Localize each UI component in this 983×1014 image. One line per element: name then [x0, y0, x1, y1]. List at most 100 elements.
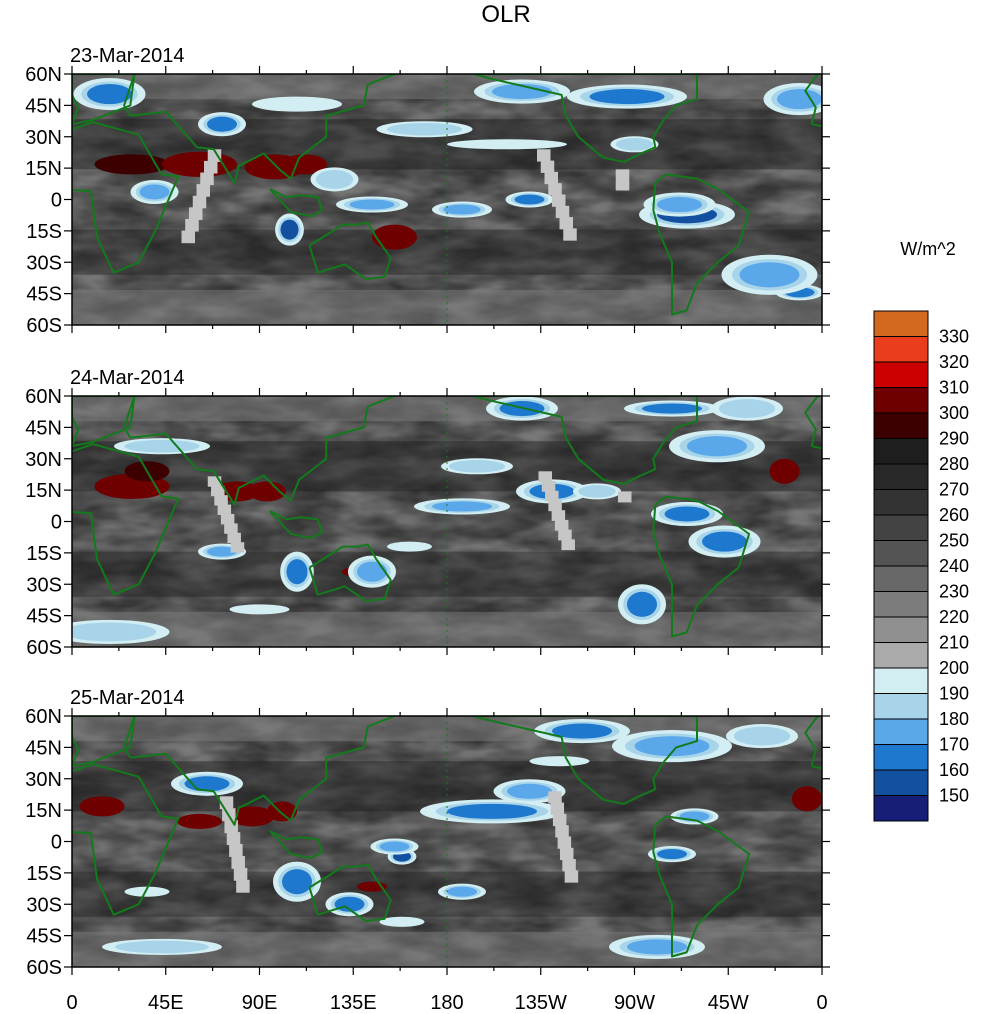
olr-contour — [139, 184, 170, 200]
coastline — [123, 74, 398, 184]
latitude-label: 15N — [25, 158, 62, 180]
olr-contour — [589, 89, 665, 105]
colorbar-label: 290 — [939, 429, 969, 449]
longitude-label: 180 — [430, 992, 463, 1014]
missing-data — [544, 171, 558, 185]
colorbar-units-label: W/m^2 — [900, 239, 955, 259]
olr-contour — [229, 604, 290, 615]
coastline — [123, 716, 398, 826]
longitude-labels: 0 45E 90E 135E 180 135W 90W 45W 0 — [66, 992, 827, 1014]
colorbar-swatch — [873, 667, 929, 694]
missing-data — [207, 149, 222, 162]
colorbar-label: 250 — [939, 531, 969, 551]
coastline — [72, 121, 180, 274]
coastline — [473, 716, 698, 805]
latitude-label: 30S — [26, 894, 62, 916]
map-panel: 60N 45N 30N 15N 0 15S 30S 45S 60S 25-Mar-2014 — [25, 687, 830, 979]
missing-data — [227, 532, 241, 544]
olr-contour — [514, 194, 545, 205]
olr-contour — [394, 124, 455, 135]
missing-data — [555, 205, 570, 219]
olr-contour — [379, 841, 410, 852]
latitude-label: 45S — [26, 606, 62, 628]
missing-data — [189, 207, 203, 220]
colorbar-label: 190 — [939, 684, 969, 704]
colorbar-label: 320 — [939, 352, 969, 372]
olr-contour — [319, 171, 350, 187]
missing-data — [181, 230, 195, 244]
colorbar-label: 170 — [939, 735, 969, 755]
olr-contour — [627, 591, 657, 617]
missing-data — [618, 495, 632, 498]
colorbar-swatch — [873, 463, 929, 490]
colorbar-label: 230 — [939, 582, 969, 602]
missing-data — [618, 498, 632, 502]
missing-data — [200, 172, 214, 186]
longitude-label: 90E — [242, 992, 278, 1014]
coastline — [308, 221, 392, 280]
colorbar-label: 270 — [939, 480, 969, 500]
olr-contour — [724, 401, 770, 417]
olr-band — [72, 611, 822, 647]
longitude-label: 45W — [708, 992, 749, 1014]
colorbar-swatch — [873, 514, 929, 541]
coastline — [269, 510, 323, 540]
panel-date: 24-Mar-2014 — [70, 367, 185, 389]
missing-data — [537, 149, 551, 162]
colorbar-swatch — [873, 744, 929, 771]
olr-contour — [87, 84, 132, 105]
missing-data — [564, 870, 579, 883]
coastline — [804, 74, 822, 128]
longitude-label: 0 — [816, 992, 827, 1014]
colorbar-swatch — [873, 718, 929, 745]
colorbar-swatch — [873, 336, 929, 363]
colorbar-label: 160 — [939, 760, 969, 780]
olr-field — [72, 74, 822, 325]
missing-data — [557, 836, 572, 849]
olr-contour — [282, 869, 312, 895]
olr-contour — [248, 481, 286, 502]
colorbar-swatch — [873, 310, 929, 337]
latitude-label: 60N — [25, 706, 62, 728]
olr-contour — [447, 803, 537, 819]
missing-data — [618, 496, 632, 499]
missing-data — [207, 476, 222, 487]
coastline — [72, 396, 136, 448]
missing-data — [224, 523, 238, 534]
olr-contour — [124, 941, 200, 952]
missing-data — [550, 802, 565, 815]
olr-contour — [207, 546, 237, 557]
figure-title: OLR — [481, 1, 530, 28]
missing-data — [185, 218, 199, 232]
olr-contour — [507, 783, 552, 799]
olr-contour — [79, 796, 125, 817]
missing-data — [196, 184, 210, 197]
olr-contour — [229, 806, 275, 827]
latitude-label: 15N — [25, 480, 62, 502]
coastline — [308, 543, 392, 602]
colorbar-label: 220 — [939, 607, 969, 627]
latitude-label: 15S — [26, 543, 62, 565]
olr-contour — [687, 436, 747, 457]
colorbar-swatch — [873, 769, 929, 796]
coastline — [72, 763, 180, 916]
latitude-label: 45S — [26, 284, 62, 306]
latitude-label: 30S — [26, 252, 62, 274]
missing-data — [615, 169, 630, 173]
latitude-label: 45S — [26, 926, 62, 948]
olr-contour — [177, 813, 222, 829]
olr-contour — [286, 559, 308, 585]
olr-contour — [792, 786, 822, 812]
missing-data — [615, 171, 630, 176]
missing-data — [548, 791, 562, 804]
missing-data — [615, 176, 630, 181]
olr-contour — [642, 403, 702, 414]
olr-contour — [552, 723, 612, 739]
missing-data — [538, 471, 552, 483]
panel-date: 23-Mar-2014 — [70, 45, 185, 67]
latitude-label: 30N — [25, 449, 62, 471]
olr-contour — [454, 461, 500, 472]
map-panel: 60N 45N 30N 15N 0 15S 30S 45S 60S 24-Mar-2014 — [25, 367, 830, 659]
coastline — [804, 396, 822, 450]
colorbar-swatch — [873, 795, 929, 822]
